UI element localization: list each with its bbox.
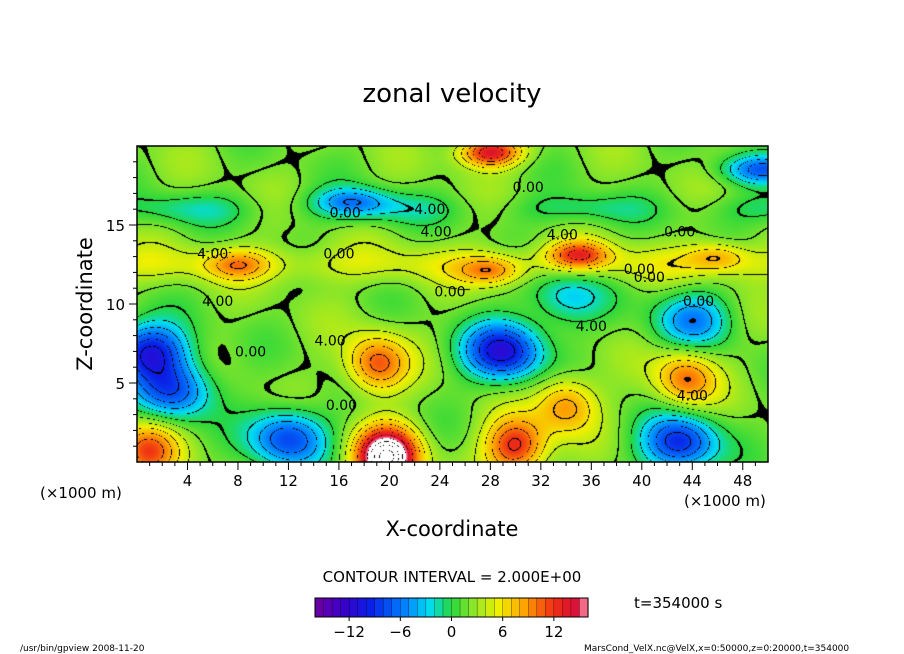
contour-label: 0.00	[664, 224, 695, 240]
x-tick-label: 28	[481, 472, 500, 490]
colorbar-swatch	[442, 597, 453, 618]
contour-label: 4.00	[677, 389, 708, 405]
contour-label: 4.00	[576, 319, 607, 335]
colorbar-swatch	[331, 597, 342, 618]
colorbar-swatch	[451, 597, 461, 618]
colorbar	[314, 597, 589, 618]
x-unit-left: (×1000 m)	[40, 484, 122, 502]
colorbar-swatch	[434, 597, 444, 618]
contour-label: 0.00	[683, 294, 714, 310]
contour-label: 4.00	[547, 227, 578, 243]
colorbar-swatch	[340, 597, 350, 618]
colorbar-swatch	[417, 597, 427, 618]
contour-label: 0.00	[513, 180, 544, 196]
colorbar-swatch	[476, 597, 487, 618]
footer-data-source: MarsCond_VelX.nc@VelX,x=0:50000,z=0:2000…	[584, 644, 849, 654]
colorbar-swatch	[579, 597, 589, 618]
colorbar-tick-label: 6	[498, 623, 508, 641]
contour-label: 4.00	[197, 246, 228, 262]
colorbar-swatch	[425, 597, 435, 618]
colorbar-tick-label: −6	[389, 623, 411, 641]
colorbar-swatch	[536, 597, 546, 618]
x-tick-label: 8	[233, 472, 243, 490]
x-axis-label: X-coordinate	[386, 517, 519, 541]
contour-label: 0.00	[624, 262, 655, 278]
chart-title: zonal velocity	[362, 79, 541, 109]
colorbar-swatch	[374, 597, 384, 618]
time-annotation: t=354000 s	[634, 594, 722, 612]
x-tick-label: 20	[380, 472, 399, 490]
x-tick-label: 32	[531, 472, 550, 490]
contour-label: 0.00	[323, 246, 354, 262]
colorbar-swatch	[562, 597, 572, 618]
contour-label: 4.00	[414, 202, 445, 218]
x-tick-label: 16	[329, 472, 348, 490]
x-unit-right: (×1000 m)	[684, 492, 766, 510]
colorbar-swatch	[519, 597, 529, 618]
x-tick-label: 12	[279, 472, 298, 490]
footer-program-date: /usr/bin/gpview 2008-11-20	[20, 644, 145, 654]
colorbar-swatch	[502, 597, 512, 618]
colorbar-swatch	[314, 597, 325, 618]
colorbar-swatch	[468, 597, 478, 618]
y-tick-label: 5	[115, 375, 125, 393]
colorbar-ticks: −12 −6 0 6 12	[333, 617, 563, 641]
colorbar-swatch	[357, 597, 367, 618]
colorbar-swatch	[348, 597, 359, 618]
colorbar-swatch	[485, 597, 495, 618]
colorbar-swatch	[570, 597, 581, 618]
contour-label: 0.00	[634, 270, 665, 286]
colorbar-swatch	[408, 597, 418, 618]
colorbar-swatch	[323, 597, 333, 618]
colorbar-tick-label: 12	[544, 623, 563, 641]
contour-label: 4.00	[421, 224, 452, 240]
colorbar-tick-label: 0	[447, 623, 457, 641]
colorbar-swatch	[511, 597, 521, 618]
contour-interval-note: CONTOUR INTERVAL = 2.000E+00	[323, 568, 582, 586]
y-axis-ticks: 5 10 15	[106, 161, 137, 447]
contour-label: 0.00	[326, 398, 357, 414]
contour-label: 0.00	[330, 205, 361, 221]
colorbar-swatch	[391, 597, 401, 618]
x-axis-ticks: 4 8 12 16 20 24 28 32 36 40 44 48	[149, 462, 756, 490]
contour-label: 0.00	[235, 344, 266, 360]
y-tick-label: 10	[106, 296, 125, 314]
contour-label: 4.00	[315, 333, 346, 349]
y-axis-label: Z-coordinate	[73, 237, 97, 371]
colorbar-swatch	[553, 597, 563, 618]
colorbar-swatch	[366, 597, 376, 618]
colorbar-swatch	[400, 597, 410, 618]
contour-label: 0.00	[434, 284, 465, 300]
x-tick-label: 44	[683, 472, 702, 490]
velocity-heatmap	[137, 146, 768, 462]
x-tick-label: 24	[430, 472, 449, 490]
x-tick-label: 48	[733, 472, 752, 490]
colorbar-swatch	[459, 597, 470, 618]
colorbar-swatch	[494, 597, 504, 618]
x-tick-label: 36	[582, 472, 601, 490]
colorbar-tick-label: −12	[333, 623, 365, 641]
colorbar-swatch	[383, 597, 393, 618]
y-tick-label: 15	[106, 217, 125, 235]
x-tick-label: 4	[183, 472, 193, 490]
contour-label-group: 0.000.00 4.004.00 4.00 0.004.00 0.000.000.00…	[197, 180, 714, 414]
colorbar-swatch	[545, 597, 555, 618]
colorbar-swatch	[528, 597, 538, 618]
contour-label: 4.00	[202, 294, 233, 310]
x-tick-label: 40	[632, 472, 651, 490]
plot-area: 0.000.00 4.004.00 4.00 0.004.00 0.000.000.00…	[137, 146, 768, 462]
